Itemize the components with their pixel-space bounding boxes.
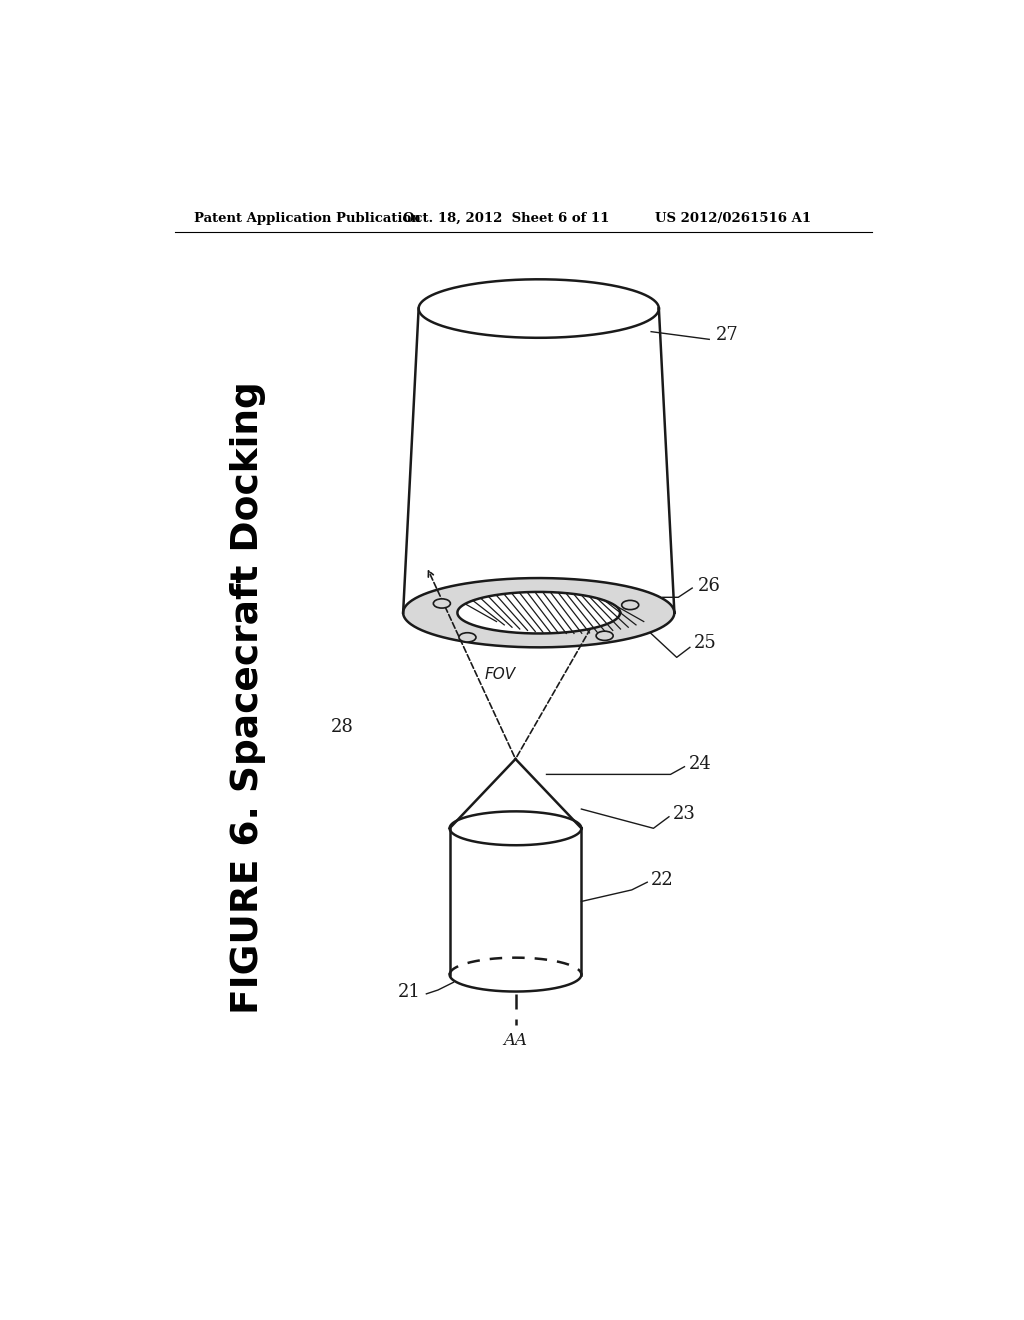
Text: 21: 21 xyxy=(398,982,421,1001)
Ellipse shape xyxy=(433,599,451,609)
Text: 24: 24 xyxy=(689,755,712,772)
Polygon shape xyxy=(458,591,621,634)
Text: 28: 28 xyxy=(331,718,354,735)
Text: Oct. 18, 2012  Sheet 6 of 11: Oct. 18, 2012 Sheet 6 of 11 xyxy=(403,213,609,224)
Text: AA: AA xyxy=(504,1032,527,1049)
Text: 25: 25 xyxy=(693,635,717,652)
Ellipse shape xyxy=(459,632,476,642)
Text: FOV: FOV xyxy=(484,667,516,682)
Ellipse shape xyxy=(622,601,639,610)
Text: Patent Application Publication: Patent Application Publication xyxy=(194,213,421,224)
Text: 23: 23 xyxy=(673,805,695,822)
Text: 27: 27 xyxy=(716,326,738,345)
Text: US 2012/0261516 A1: US 2012/0261516 A1 xyxy=(655,213,811,224)
Text: 26: 26 xyxy=(697,577,721,595)
Polygon shape xyxy=(403,578,675,647)
Text: 22: 22 xyxy=(651,871,674,888)
Ellipse shape xyxy=(596,631,613,640)
Text: FIGURE 6. Spacecraft Docking: FIGURE 6. Spacecraft Docking xyxy=(230,381,266,1014)
